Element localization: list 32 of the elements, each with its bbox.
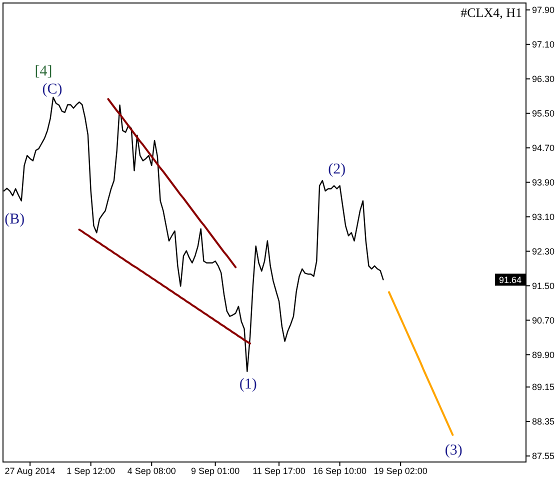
x-tick-label: 19 Sep 02:00 (374, 466, 428, 476)
annotation: (B) (4, 211, 25, 228)
y-tick-label: 89.15 (532, 382, 555, 392)
y-tick-label: 87.55 (532, 451, 555, 462)
x-tick-label: 1 Sep 12:00 (66, 466, 116, 476)
annotation: (C) (42, 81, 62, 98)
annotation: 91.64 (499, 274, 522, 285)
line-series (78, 228, 252, 344)
y-tick-label: 92.30 (532, 246, 555, 256)
x-tick-label: 4 Sep 08:00 (127, 466, 176, 476)
y-tick-label: 88.35 (532, 416, 555, 427)
y-tick-label: 90.70 (532, 315, 555, 326)
annotation: (1) (239, 376, 257, 392)
y-tick-label: 95.50 (532, 108, 555, 118)
annotation: (2) (328, 161, 346, 178)
line-series (388, 291, 454, 436)
chart-title: #CLX4, H1 (460, 5, 522, 20)
y-tick-label: 94.70 (532, 142, 555, 153)
y-tick-label: 93.90 (532, 177, 555, 188)
x-tick-label: 16 Sep 10:00 (313, 466, 367, 476)
y-tick-label: 91.50 (532, 280, 555, 291)
y-tick-label: 93.10 (532, 212, 555, 222)
x-tick-label: 9 Sep 01:00 (191, 466, 240, 476)
x-tick-label: 11 Sep 17:00 (252, 466, 306, 476)
annotation: [4] (34, 63, 52, 80)
annotation: (3) (444, 442, 462, 458)
y-tick-label: 96.30 (532, 74, 555, 84)
line-series (107, 98, 237, 268)
y-tick-label: 89.90 (532, 350, 555, 360)
y-tick-label: 97.10 (532, 40, 555, 50)
y-tick-label: 97.90 (532, 5, 555, 16)
x-tick-label: 27 Aug 2014 (4, 466, 56, 476)
